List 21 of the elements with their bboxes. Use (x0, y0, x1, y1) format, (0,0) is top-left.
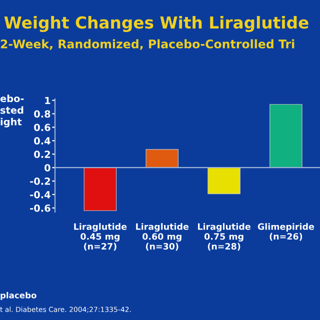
x-tick-label: Glimepiride (n=26) (258, 223, 314, 241)
y-axis-title: ebo- sted ight (0, 94, 24, 128)
text: placebo (0, 292, 36, 300)
bar (208, 167, 240, 194)
y-tick-label: -0.2 (30, 178, 50, 185)
x-tick-label: Liraglutide 0.75 mg (n=28) (198, 223, 250, 251)
y-tick-label: 0.8 (34, 110, 50, 118)
x-tick-label: Liraglutide 0.45 mg (n=27) (74, 223, 127, 251)
bar (84, 167, 117, 211)
y-tick-label: 0.6 (34, 124, 50, 132)
bar (146, 149, 178, 168)
bar (270, 104, 302, 168)
x-tick-label: Liraglutide 0.60 mg (n=30) (136, 223, 189, 251)
y-tick-label: 0 (44, 164, 50, 172)
y-tick-label: 1 (45, 96, 50, 104)
y-tick-label: 0.4 (34, 137, 50, 145)
y-tick-label: -0.6 (30, 204, 50, 212)
chart-subtitle: 2-Week, Randomized, Placebo-Controlled Tri (0, 39, 294, 50)
y-tick-label: -0.4 (30, 190, 50, 198)
chart-title: Weight Changes With Liraglutide (4, 16, 308, 32)
y-tick-label: 0.2 (34, 150, 50, 158)
